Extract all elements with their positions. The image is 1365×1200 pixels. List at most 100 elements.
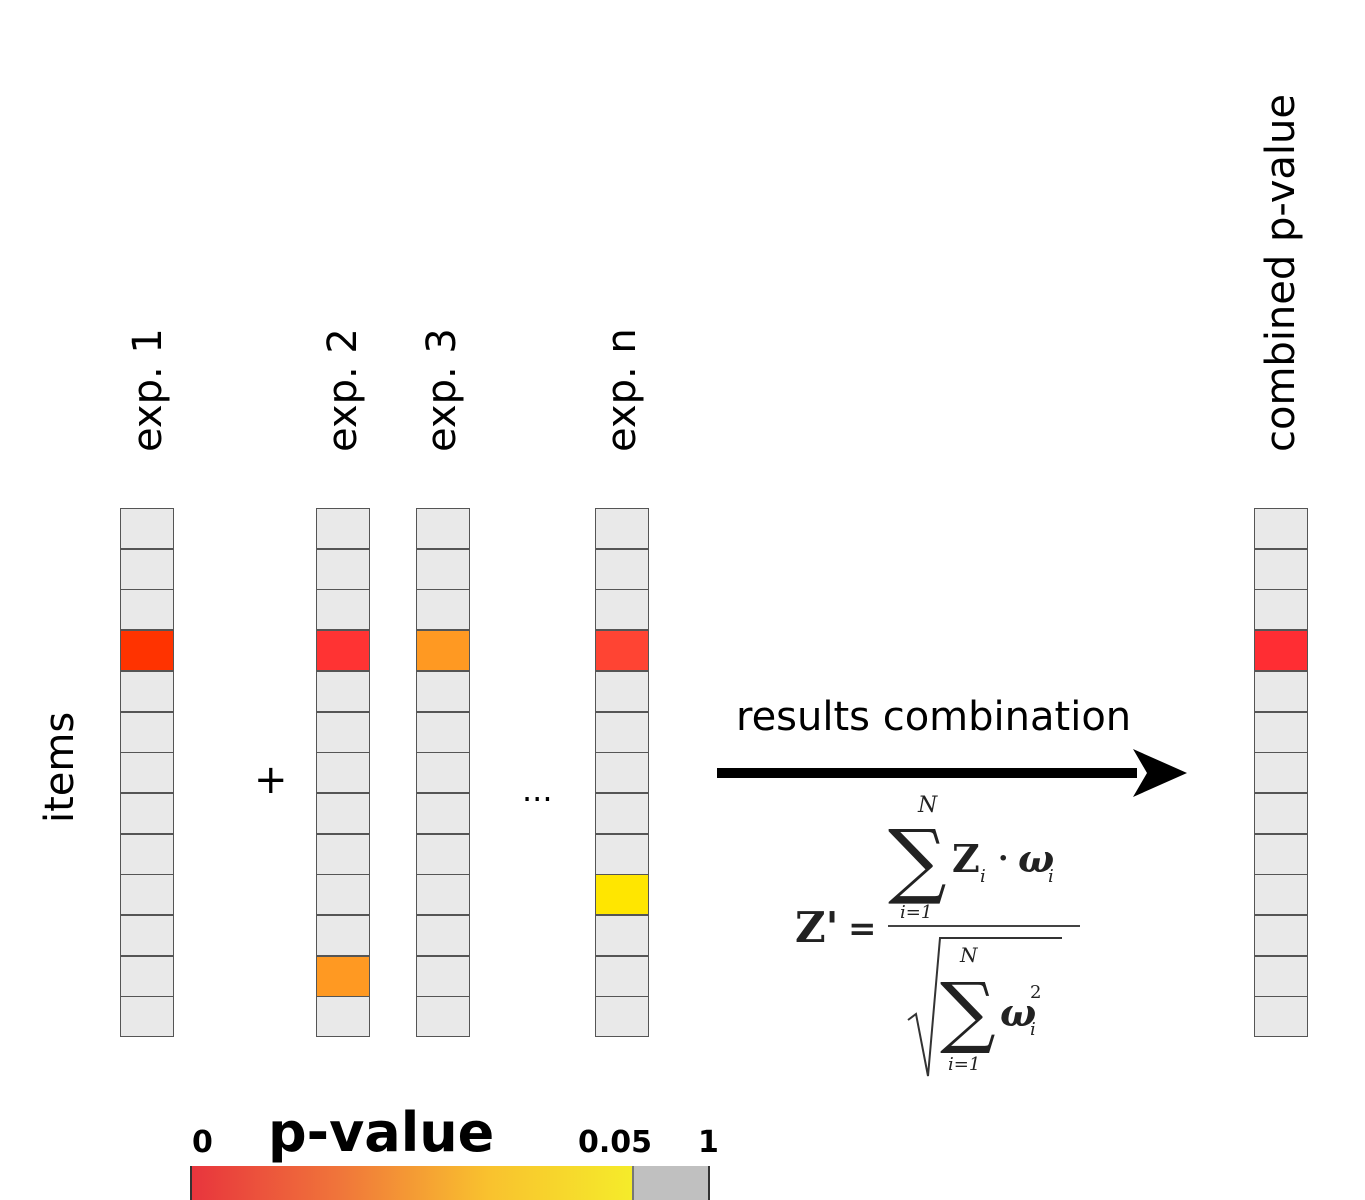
item-cell [316, 670, 370, 712]
highlighted-item-cell [120, 630, 174, 672]
item-cell [316, 589, 370, 631]
item-cell [595, 955, 649, 997]
item-cell [120, 670, 174, 712]
denominator-sum-upper: N [959, 943, 979, 967]
column-exp-2 [316, 508, 370, 1038]
denominator-omega-subscript: i [1030, 1019, 1036, 1040]
legend-gradient-segment [192, 1166, 634, 1200]
item-cell [1254, 874, 1308, 916]
item-cell [416, 915, 470, 956]
item-cell [416, 874, 470, 916]
item-cell [120, 548, 174, 590]
item-cell [120, 915, 174, 956]
column-label-combined: combined p-value [1258, 93, 1304, 452]
item-cell [416, 548, 470, 590]
item-cell [316, 508, 370, 549]
item-cell [1254, 833, 1308, 875]
weighted-z-formula: Z' = N ∑ i=1 Z i · ω i N ∑ i=1 ω 2 i [795, 793, 1080, 1077]
highlighted-item-cell [416, 630, 470, 672]
item-cell [1254, 996, 1308, 1038]
item-cell [1254, 915, 1308, 956]
item-cell [416, 955, 470, 997]
item-cell [595, 752, 649, 794]
highlighted-item-cell [595, 874, 649, 916]
item-cell [595, 792, 649, 834]
item-cell [120, 833, 174, 875]
numerator-sum-lower: i=1 [900, 902, 932, 923]
item-cell [595, 589, 649, 631]
item-cell [1254, 752, 1308, 794]
numerator-omega-subscript: i [1048, 866, 1054, 887]
item-cell [120, 711, 174, 753]
formula-lhs: Z' [795, 903, 839, 952]
item-cell [1254, 508, 1308, 549]
item-cell [416, 670, 470, 712]
item-cell [316, 792, 370, 834]
legend-tick-threshold: 0.05 [578, 1125, 653, 1160]
item-cell [120, 508, 174, 549]
highlighted-item-cell [595, 630, 649, 672]
legend-gray-segment [632, 1166, 708, 1200]
numerator-z: Z [952, 836, 980, 881]
item-cell [416, 589, 470, 631]
item-cell [416, 508, 470, 549]
item-cell [316, 548, 370, 590]
column-combined [1254, 508, 1308, 1038]
item-cell [316, 752, 370, 794]
item-cell [595, 548, 649, 590]
numerator-sigma-icon: ∑ [888, 813, 947, 908]
plus-symbol: + [254, 757, 288, 803]
item-cell [1254, 589, 1308, 631]
column-label-exp-2: exp. 2 [320, 328, 366, 452]
item-cell [316, 915, 370, 956]
numerator-z-subscript: i [980, 866, 986, 887]
item-cell [595, 996, 649, 1038]
items-axis-label: items [37, 711, 83, 823]
ellipsis-symbol: ... [522, 771, 553, 809]
item-cell [416, 711, 470, 753]
item-cell [595, 670, 649, 712]
numerator-omega: ω [1018, 836, 1054, 881]
numerator-sum-upper: N [917, 793, 938, 818]
item-cell [595, 915, 649, 956]
right-arrow-icon [717, 749, 1187, 797]
denominator-sigma-icon: ∑ [940, 967, 996, 1057]
item-cell [416, 833, 470, 875]
item-cell [120, 996, 174, 1038]
denominator-omega: ω [1000, 990, 1036, 1035]
item-cell [416, 792, 470, 834]
column-label-exp-n: exp. n [599, 328, 645, 452]
item-cell [120, 752, 174, 794]
legend-colorbar [190, 1166, 710, 1200]
item-cell [1254, 955, 1308, 997]
item-cell [1254, 792, 1308, 834]
legend-tick-min: 0 [192, 1125, 213, 1160]
item-cell [1254, 670, 1308, 712]
item-cell [316, 996, 370, 1038]
denominator-exponent: 2 [1030, 982, 1041, 1003]
numerator-dot: · [998, 841, 1008, 876]
column-exp-1 [120, 508, 174, 1038]
item-cell [316, 874, 370, 916]
item-cell [120, 589, 174, 631]
denominator-sum-lower: i=1 [948, 1054, 980, 1075]
column-exp-3 [416, 508, 470, 1038]
formula-equals: = [848, 909, 877, 949]
item-cell [416, 996, 470, 1038]
item-cell [595, 833, 649, 875]
highlighted-item-cell [316, 630, 370, 672]
highlighted-item-cell [1254, 630, 1308, 672]
column-label-exp-1: exp. 1 [125, 328, 171, 452]
column-label-exp-3: exp. 3 [419, 328, 465, 452]
item-cell [120, 955, 174, 997]
item-cell [1254, 548, 1308, 590]
arrow-label: results combination [736, 694, 1132, 740]
item-cell [1254, 711, 1308, 753]
item-cell [595, 711, 649, 753]
legend-title: p-value [268, 1101, 495, 1164]
column-exp-n [595, 508, 649, 1038]
item-cell [120, 792, 174, 834]
item-cell [120, 874, 174, 916]
legend-tick-max: 1 [698, 1125, 719, 1160]
